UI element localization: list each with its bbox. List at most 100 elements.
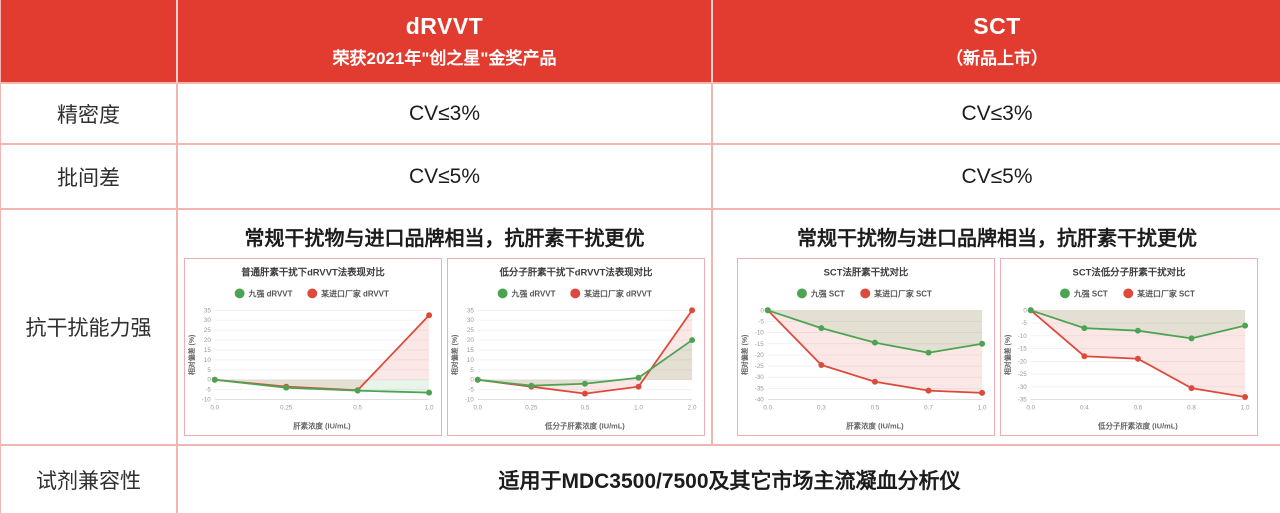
interference-sct-cell: 常规干扰物与进口品牌相当，抗肝素干扰更优 SCT法肝素干扰对比九强 SCT 某进口… — [713, 210, 1280, 446]
svg-text:0: 0 — [1023, 307, 1027, 314]
precision-sct-value: CV≤3% — [713, 84, 1280, 145]
svg-text:1.0: 1.0 — [425, 405, 434, 412]
svg-text:0.5: 0.5 — [353, 405, 362, 412]
sct-charts-group: SCT法肝素干扰对比九强 SCT 某进口厂家 SCT 0 -5 -10 -15 -20 -25… — [736, 258, 1258, 436]
row-label-interference: 抗干扰能力强 — [1, 210, 178, 446]
svg-text:-15: -15 — [1017, 346, 1027, 353]
header-corner-cell — [1, 0, 178, 84]
svg-text:0.3: 0.3 — [816, 405, 825, 412]
header-sct-cell: SCT （新品上市） — [713, 0, 1280, 84]
row-label-precision: 精密度 — [1, 84, 178, 145]
svg-text:5: 5 — [207, 367, 211, 374]
chart-heparin-sct: SCT法肝素干扰对比 九强 SCT 某进口厂家 SCT 0 -5 -10 -15 -20 -25… — [736, 258, 995, 436]
row-label-compatibility: 试剂兼容性 — [1, 446, 178, 513]
svg-text:25: 25 — [467, 327, 474, 334]
header-drvvt-cell: dRVVT 荣获2021年"创之星"金奖产品 — [178, 0, 713, 84]
svg-text:0.8: 0.8 — [1187, 405, 1196, 412]
svg-text:-40: -40 — [754, 397, 764, 404]
svg-text:10: 10 — [467, 357, 474, 364]
interference-sct-text: 常规干扰物与进口品牌相当，抗肝素干扰更优 — [797, 227, 1197, 250]
chart-heparin-drvvt: 普通肝素干扰下dRVVT法表现对比九强 dRVVT 某进口厂家 dRVVT 35 30… — [184, 258, 442, 436]
svg-text:-25: -25 — [1017, 371, 1027, 378]
svg-text:九强 SCT: 九强 SCT — [1072, 288, 1107, 298]
svg-text:-5: -5 — [205, 387, 211, 394]
svg-text:SCT法低分子肝素干扰对比: SCT法低分子肝素干扰对比 — [1072, 267, 1185, 278]
svg-text:30: 30 — [204, 317, 211, 324]
compatibility-value: 适用于MDC3500/7500及其它市场主流凝血分析仪 — [178, 446, 1280, 513]
svg-text:肝素浓度 (IU/mL): 肝素浓度 (IU/mL) — [293, 420, 351, 430]
svg-text:九强 dRVVT: 九强 dRVVT — [511, 288, 556, 298]
drvvt-charts-group: 普通肝素干扰下dRVVT法表现对比九强 dRVVT 某进口厂家 dRVVT 35 30… — [184, 258, 705, 436]
svg-text:肝素浓度 (IU/mL): 肝素浓度 (IU/mL) — [846, 420, 904, 430]
svg-text:1.0: 1.0 — [1240, 405, 1249, 412]
svg-text:2.0: 2.0 — [688, 405, 697, 412]
row-label-batch: 批间差 — [1, 145, 178, 210]
precision-drvvt-value: CV≤3% — [178, 84, 713, 145]
svg-text:1.0: 1.0 — [634, 405, 643, 412]
svg-text:普通肝素干扰下dRVVT法表现对比: 普通肝素干扰下dRVVT法表现对比 — [241, 267, 385, 278]
svg-text:0: 0 — [470, 377, 474, 384]
svg-text:某进口厂家 SCT: 某进口厂家 SCT — [1136, 288, 1195, 298]
drvvt-subtitle: 荣获2021年"创之星"金奖产品 — [332, 49, 557, 68]
svg-text:低分子肝素浓度 (IU/mL): 低分子肝素浓度 (IU/mL) — [544, 420, 625, 430]
drvvt-title: dRVVT — [405, 13, 484, 39]
svg-text:-35: -35 — [1017, 397, 1027, 404]
svg-text:15: 15 — [467, 347, 474, 354]
svg-text:-10: -10 — [465, 397, 475, 404]
svg-text:-10: -10 — [202, 397, 212, 404]
svg-text:15: 15 — [204, 347, 211, 354]
svg-text:-5: -5 — [1021, 320, 1027, 327]
svg-text:0: 0 — [760, 307, 764, 314]
svg-text:0.0: 0.0 — [763, 405, 772, 412]
svg-text:相对偏差 (%): 相对偏差 (%) — [187, 335, 196, 375]
batch-drvvt-value: CV≤5% — [178, 145, 713, 210]
svg-text:10: 10 — [204, 357, 211, 364]
svg-text:某进口厂家 SCT: 某进口厂家 SCT — [873, 288, 932, 298]
interference-drvvt-cell: 常规干扰物与进口品牌相当，抗肝素干扰更优 普通肝素干扰下dRVVT法表现对比九强… — [178, 210, 713, 446]
svg-text:-15: -15 — [754, 341, 764, 348]
svg-text:20: 20 — [204, 337, 211, 344]
svg-text:0.0: 0.0 — [473, 405, 482, 412]
svg-text:-20: -20 — [754, 352, 764, 359]
svg-text:5: 5 — [470, 367, 474, 374]
svg-text:低分子肝素干扰下dRVVT法表现对比: 低分子肝素干扰下dRVVT法表现对比 — [499, 267, 654, 278]
svg-text:九强 dRVVT: 九强 dRVVT — [248, 288, 293, 298]
sct-title: SCT — [973, 13, 1021, 39]
svg-text:35: 35 — [467, 307, 474, 314]
svg-text:SCT法肝素干扰对比: SCT法肝素干扰对比 — [823, 267, 908, 278]
svg-text:35: 35 — [204, 307, 211, 314]
svg-text:0.6: 0.6 — [1133, 405, 1142, 412]
svg-text:-20: -20 — [1017, 358, 1027, 365]
svg-text:0.25: 0.25 — [525, 405, 538, 412]
svg-text:30: 30 — [467, 317, 474, 324]
svg-text:-30: -30 — [1017, 384, 1027, 391]
interference-drvvt-text: 常规干扰物与进口品牌相当，抗肝素干扰更优 — [244, 227, 645, 250]
svg-text:20: 20 — [467, 337, 474, 344]
svg-text:-5: -5 — [468, 387, 474, 394]
svg-text:相对偏差 (%): 相对偏差 (%) — [739, 335, 748, 375]
svg-text:0.0: 0.0 — [1026, 405, 1035, 412]
svg-text:-25: -25 — [754, 363, 764, 370]
svg-text:-30: -30 — [754, 374, 764, 381]
svg-text:1.0: 1.0 — [977, 405, 986, 412]
svg-text:某进口厂家 dRVVT: 某进口厂家 dRVVT — [320, 288, 389, 298]
svg-text:0.5: 0.5 — [870, 405, 879, 412]
svg-text:0.4: 0.4 — [1079, 405, 1088, 412]
svg-text:0: 0 — [207, 377, 211, 384]
svg-text:0.25: 0.25 — [280, 405, 293, 412]
svg-text:-10: -10 — [754, 330, 764, 337]
svg-text:0.0: 0.0 — [210, 405, 219, 412]
svg-text:相对偏差 (%): 相对偏差 (%) — [1002, 335, 1011, 375]
chart-lmw-heparin-drvvt: 低分子肝素干扰下dRVVT法表现对比 九强 dRVVT 某进口厂家 dRVVT 35 3… — [447, 258, 705, 436]
sct-subtitle: （新品上市） — [946, 49, 1048, 68]
svg-text:25: 25 — [204, 327, 211, 334]
svg-text:-5: -5 — [758, 318, 764, 325]
batch-sct-value: CV≤5% — [713, 145, 1280, 210]
svg-text:0.7: 0.7 — [924, 405, 933, 412]
svg-text:0.5: 0.5 — [581, 405, 590, 412]
